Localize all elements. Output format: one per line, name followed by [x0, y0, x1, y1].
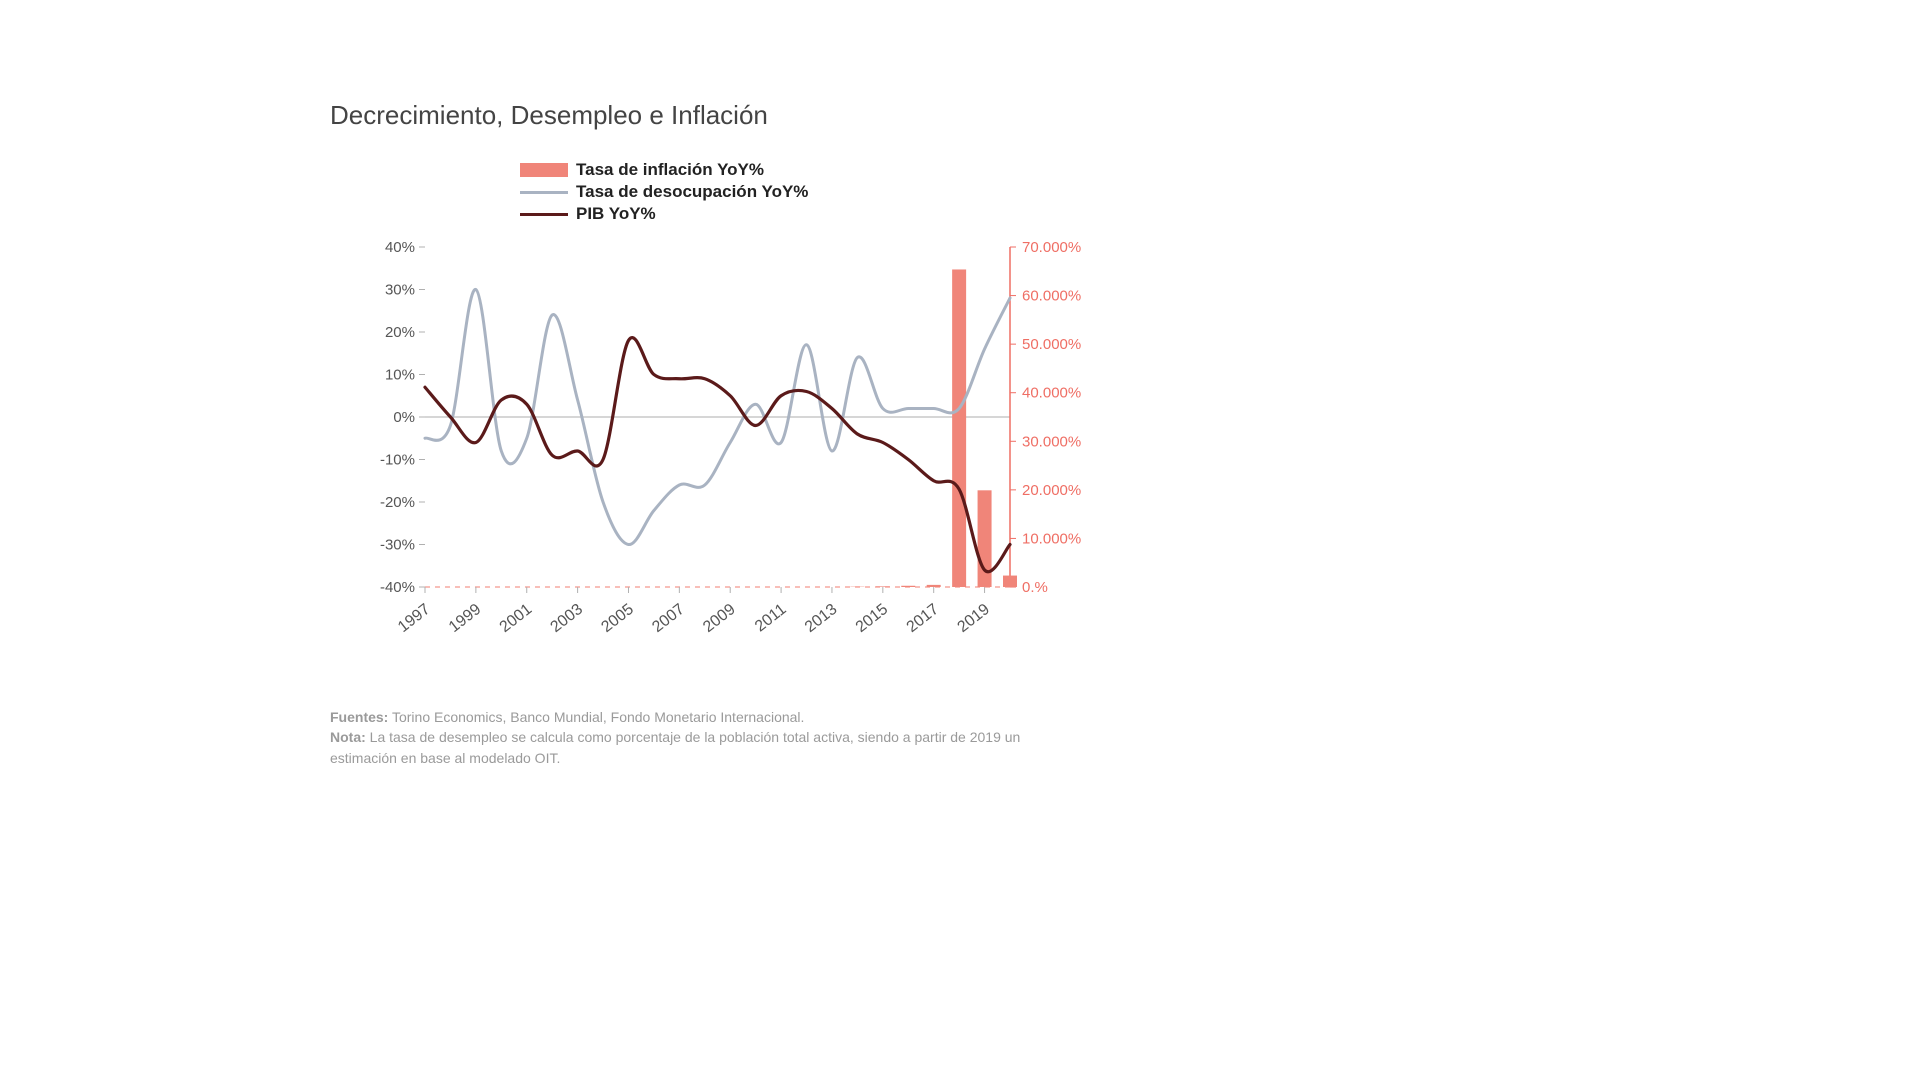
fuentes-text: Torino Economics, Banco Mundial, Fondo M…	[388, 709, 804, 725]
chart-svg: -40% -30% -20% -10% 0% 10% 20% 30% 40% 0.% 10.000%…	[330, 235, 1110, 655]
svg-text:10.000%: 10.000%	[1022, 530, 1081, 547]
legend-item-unemployment: Tasa de desocupación YoY%	[520, 181, 1110, 203]
svg-text:2001: 2001	[497, 601, 536, 636]
svg-text:0.%: 0.%	[1022, 579, 1048, 596]
svg-text:-20%: -20%	[380, 494, 415, 511]
svg-text:-10%: -10%	[380, 452, 415, 469]
svg-text:2007: 2007	[649, 601, 688, 636]
svg-text:-40%: -40%	[380, 579, 415, 596]
fuentes-label: Fuentes:	[330, 709, 388, 725]
chart-title: Decrecimiento, Desempleo e Inflación	[330, 100, 1110, 131]
svg-text:70.000%: 70.000%	[1022, 239, 1081, 256]
footnotes: Fuentes: Torino Economics, Banco Mundial…	[330, 707, 1090, 768]
svg-text:2011: 2011	[752, 601, 790, 636]
svg-text:1997: 1997	[395, 601, 434, 636]
legend-line-pib	[520, 213, 568, 216]
svg-text:40%: 40%	[385, 239, 415, 256]
legend-line-unemployment	[520, 191, 568, 194]
svg-text:10%: 10%	[385, 367, 415, 384]
svg-text:2009: 2009	[700, 601, 739, 636]
svg-text:20%: 20%	[385, 324, 415, 341]
nota-label: Nota:	[330, 729, 366, 745]
legend-label-unemployment: Tasa de desocupación YoY%	[576, 182, 808, 202]
legend-swatch-inflation	[520, 163, 568, 177]
legend-item-inflation: Tasa de inflación YoY%	[520, 159, 1110, 181]
legend-label-pib: PIB YoY%	[576, 204, 656, 224]
svg-text:2003: 2003	[548, 601, 587, 636]
svg-text:2015: 2015	[853, 601, 892, 636]
svg-text:1999: 1999	[446, 601, 485, 636]
svg-text:40.000%: 40.000%	[1022, 385, 1081, 402]
plot-area: -40% -30% -20% -10% 0% 10% 20% 30% 40% 0.% 10.000%…	[330, 235, 1110, 655]
svg-text:30%: 30%	[385, 282, 415, 299]
legend: Tasa de inflación YoY% Tasa de desocupac…	[520, 159, 1110, 225]
svg-text:2013: 2013	[802, 601, 841, 636]
svg-text:30.000%: 30.000%	[1022, 433, 1081, 450]
svg-text:2017: 2017	[904, 601, 943, 636]
svg-text:20.000%: 20.000%	[1022, 482, 1081, 499]
svg-text:2019: 2019	[955, 601, 994, 636]
nota-text: La tasa de desempleo se calcula como por…	[330, 729, 1020, 765]
svg-text:2005: 2005	[598, 601, 637, 636]
legend-item-pib: PIB YoY%	[520, 203, 1110, 225]
svg-text:50.000%: 50.000%	[1022, 336, 1081, 353]
svg-text:-30%: -30%	[380, 537, 415, 554]
svg-text:0%: 0%	[393, 409, 415, 426]
svg-text:60.000%: 60.000%	[1022, 288, 1081, 305]
legend-label-inflation: Tasa de inflación YoY%	[576, 160, 764, 180]
